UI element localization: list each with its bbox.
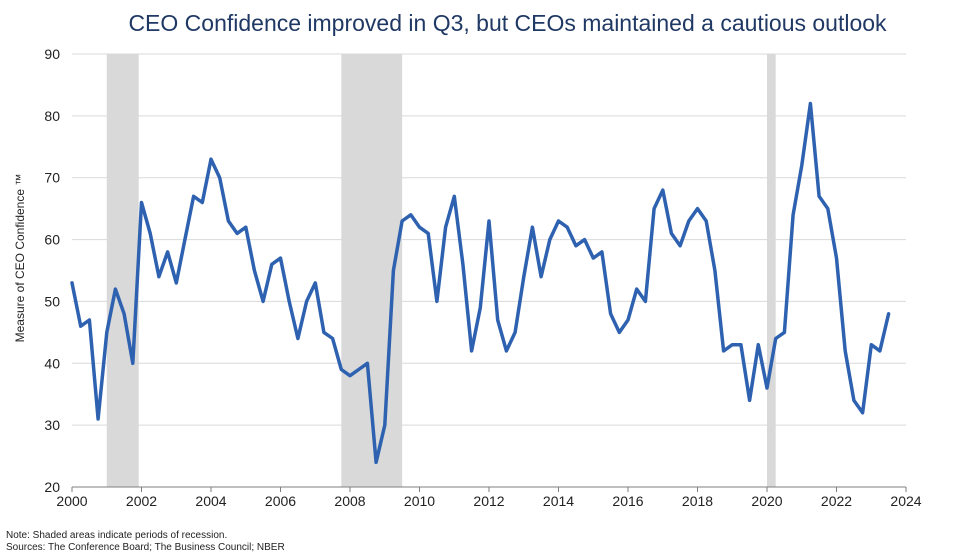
y-tick-label: 20 [44, 479, 60, 495]
recession-band-2 [767, 54, 776, 487]
y-tick-labels: 20 30 40 50 60 70 80 90 [44, 46, 60, 495]
x-tick-label: 2004 [195, 493, 226, 509]
x-tick-label: 2018 [682, 493, 713, 509]
x-tick-label: 2012 [473, 493, 504, 509]
x-tick-label: 2022 [821, 493, 852, 509]
x-tick-label: 2000 [56, 493, 87, 509]
chart-notes: Note: Shaded areas indicate periods of r… [6, 530, 285, 554]
y-tick-label: 40 [44, 355, 60, 371]
x-tick-label: 2024 [890, 493, 921, 509]
y-axis-label: Measure of CEO Confidence ™ [13, 174, 27, 343]
x-tick-labels: 2000 2002 2004 2006 2008 2010 2012 2014 2016 2018… [56, 493, 921, 509]
y-tick-label: 60 [44, 232, 60, 248]
recession-band-0 [106, 54, 139, 487]
note-recession: Note: Shaded areas indicate periods of r… [6, 530, 228, 541]
y-tick-label: 50 [44, 293, 60, 309]
series-line-0 [70, 101, 891, 465]
x-tick-label: 2006 [265, 493, 296, 509]
note-sources: Sources: The Conference Board; The Busin… [6, 542, 285, 553]
x-tick-label: 2016 [612, 493, 643, 509]
x-tick-label: 2002 [126, 493, 157, 509]
x-tick-label: 2020 [751, 493, 782, 509]
y-tick-label: 90 [44, 46, 60, 62]
y-tick-label: 30 [44, 417, 60, 433]
x-axis [71, 486, 907, 492]
x-tick-label: 2008 [334, 493, 365, 509]
y-tick-label: 70 [44, 170, 60, 186]
series-layer [70, 101, 891, 465]
chart-title: CEO Confidence improved in Q3, but CEOs … [128, 10, 887, 36]
x-tick-label: 2010 [404, 493, 435, 509]
x-tick-label: 2014 [543, 493, 574, 509]
y-tick-label: 80 [44, 108, 60, 124]
